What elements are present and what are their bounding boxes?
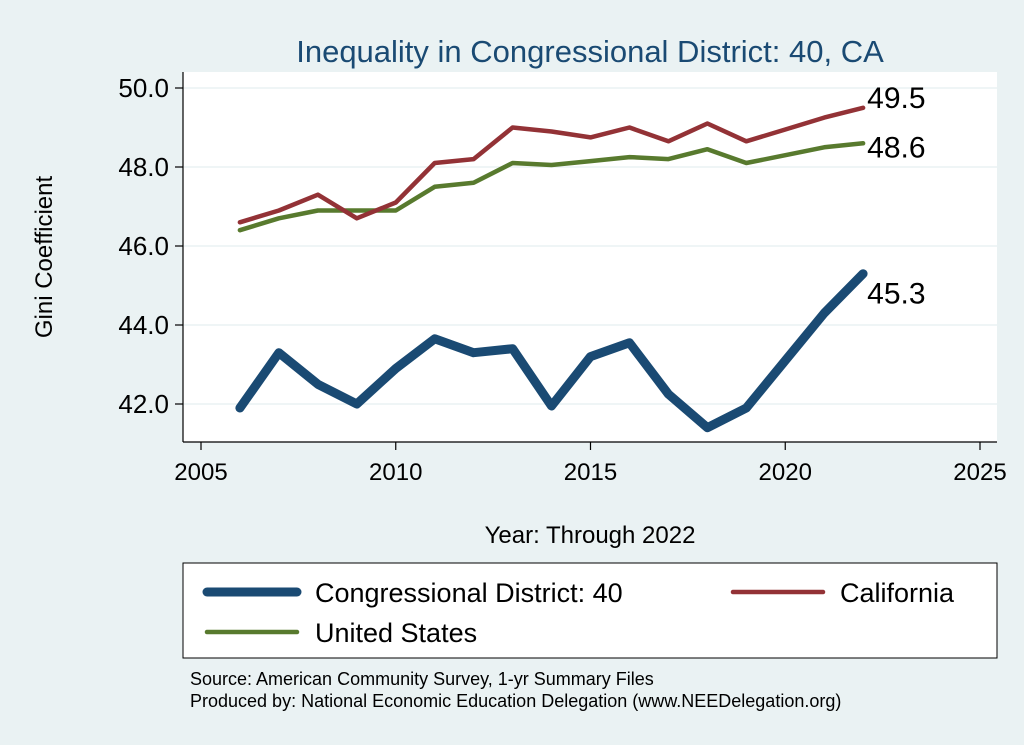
y-tick-label: 42.0	[118, 389, 169, 419]
x-tick-label: 2010	[369, 459, 422, 486]
y-axis-ticks: 42.0 44.0 46.0 48.0 50.0	[118, 73, 183, 419]
y-tick-label: 46.0	[118, 231, 169, 261]
y-axis-label: Gini Coefficient	[31, 176, 58, 339]
legend-label: California	[840, 578, 955, 608]
y-tick-label: 44.0	[118, 310, 169, 340]
producer-note: Produced by: National Economic Education…	[190, 691, 841, 711]
x-tick-label: 2020	[759, 459, 812, 486]
gridlines	[183, 87, 997, 405]
x-tick-label: 2025	[953, 459, 1006, 486]
x-tick-label: 2005	[174, 459, 227, 486]
series-line-congressional-district-40	[235, 269, 868, 433]
end-value-label: 48.6	[867, 131, 925, 164]
x-tick-label: 2015	[564, 459, 617, 486]
y-tick-label: 50.0	[118, 73, 169, 103]
legend: Congressional District: 40 California Unit…	[202, 578, 955, 648]
end-value-label: 49.5	[867, 82, 925, 115]
y-tick-label: 48.0	[118, 152, 169, 182]
x-axis-ticks: 2005 2010 2015 2020 2025	[174, 442, 1007, 486]
series-line-california	[237, 105, 866, 225]
legend-label: Congressional District: 40	[315, 578, 623, 608]
plot-area	[183, 72, 997, 442]
source-note: Source: American Community Survey, 1-yr …	[190, 669, 654, 689]
legend-label: United States	[315, 618, 477, 648]
end-value-label: 45.3	[867, 278, 925, 311]
end-labels: 45.3 49.5 48.6	[867, 82, 925, 311]
legend-box	[182, 562, 998, 659]
chart-title: Inequality in Congressional District: 40…	[296, 34, 884, 69]
x-axis-label: Year: Through 2022	[485, 522, 696, 549]
series-lines	[235, 105, 868, 433]
